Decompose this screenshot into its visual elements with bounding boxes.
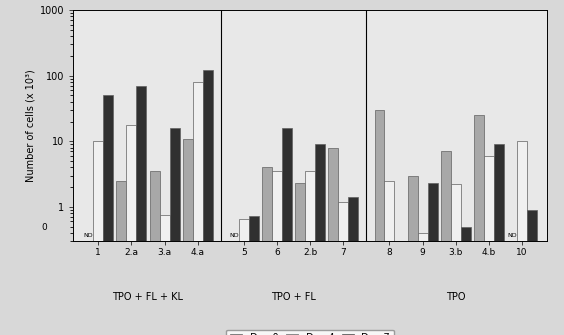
Bar [262,168,272,335]
Bar [305,171,315,335]
Bar [494,144,504,335]
Bar [374,110,385,335]
Bar [202,70,213,335]
Bar [282,128,292,335]
Bar [116,181,126,335]
Bar [170,128,179,335]
Bar [408,176,418,335]
Bar [349,197,358,335]
Bar [315,144,325,335]
Bar [103,95,113,335]
Bar [394,265,404,335]
Bar [428,183,438,335]
Bar [474,115,484,335]
Text: 0: 0 [42,223,47,232]
Bar [183,139,193,335]
Bar [484,156,494,335]
Bar [160,215,170,335]
Bar [193,82,202,335]
Bar [418,233,428,335]
Bar [126,125,136,335]
Bar [451,185,461,335]
Bar [385,181,394,335]
Bar [136,86,146,335]
Bar [239,219,249,335]
Bar [296,183,305,335]
Text: TPO: TPO [446,292,465,302]
Bar [517,141,527,335]
Bar [149,171,160,335]
Text: ND: ND [229,233,239,239]
Text: TPO + FL + KL: TPO + FL + KL [112,292,183,302]
Bar [249,216,259,335]
Bar [338,202,349,335]
Bar [328,148,338,335]
Text: TPO + FL: TPO + FL [271,292,316,302]
Bar [441,151,451,335]
Y-axis label: Number of cells (x 10³): Number of cells (x 10³) [25,69,36,182]
Legend: Day 0, Day 4, Day 7: Day 0, Day 4, Day 7 [226,330,394,335]
Bar [527,210,537,335]
Text: ND: ND [508,233,517,239]
Text: ND: ND [83,233,93,239]
Bar [461,227,471,335]
Bar [93,141,103,335]
Bar [272,171,282,335]
